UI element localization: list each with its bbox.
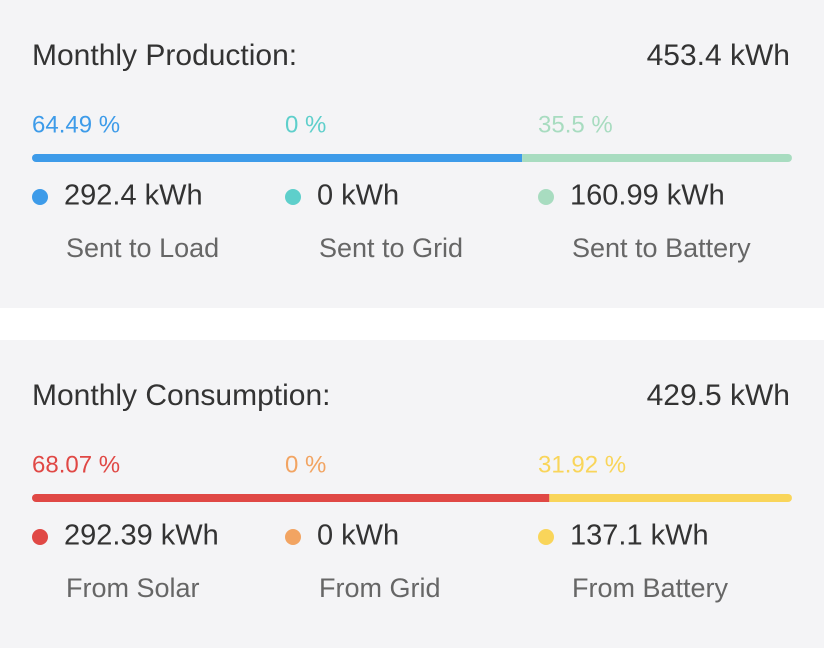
bar-segment [549,494,792,502]
section-title: Monthly Production: [32,39,297,72]
amount: 0 kWh [317,520,399,552]
progress-bar [32,154,792,162]
bar-segment [32,154,523,162]
amount: 292.4 kWh [64,180,203,212]
legend-dot [32,189,48,205]
amount: 160.99 kWh [570,180,725,212]
item-label: Sent to Load [66,233,219,263]
section-title: Monthly Consumption: [32,379,330,412]
item-label: From Grid [319,573,441,603]
bar-segment [32,494,550,502]
item-label: From Solar [66,573,200,603]
section-total: 429.5 kWh [647,379,790,412]
percent-label: 31.92 % [538,451,626,478]
section-total: 453.4 kWh [647,39,790,72]
legend-dot [538,529,554,545]
amount: 0 kWh [317,180,399,212]
percent-label: 0 % [285,111,326,138]
percent-label: 0 % [285,451,326,478]
amount: 292.39 kWh [64,520,219,552]
bar-segment [522,154,792,162]
legend-dot [285,189,301,205]
percent-label: 35.5 % [538,111,613,138]
legend-dot [32,529,48,545]
percent-label: 64.49 % [32,111,120,138]
item-label: Sent to Battery [572,233,751,263]
amount: 137.1 kWh [570,520,709,552]
progress-bar [32,494,792,502]
item-label: From Battery [572,573,729,603]
percent-label: 68.07 % [32,451,120,478]
legend-dot [285,529,301,545]
legend-dot [538,189,554,205]
item-label: Sent to Grid [319,233,463,263]
